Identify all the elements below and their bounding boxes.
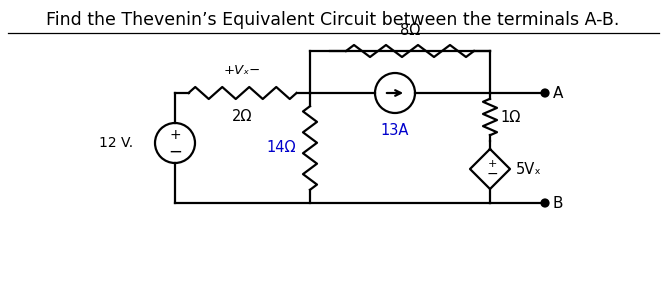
Text: +: +: [488, 159, 497, 169]
Text: 13A: 13A: [381, 123, 409, 138]
Text: 8Ω: 8Ω: [400, 23, 420, 38]
Text: +: +: [169, 128, 181, 142]
Text: 12 V.: 12 V.: [99, 136, 133, 150]
Text: Find the Thevenin’s Equivalent Circuit between the terminals A-B.: Find the Thevenin’s Equivalent Circuit b…: [46, 11, 620, 29]
Text: A: A: [553, 85, 564, 101]
Text: 14Ω: 14Ω: [267, 140, 296, 155]
Text: 2Ω: 2Ω: [232, 109, 253, 124]
Text: B: B: [553, 196, 564, 210]
Text: −: −: [486, 167, 498, 181]
Circle shape: [542, 200, 548, 207]
Text: 1Ω: 1Ω: [500, 110, 520, 124]
Text: +Vₓ−: +Vₓ−: [224, 64, 261, 77]
Text: −: −: [168, 143, 182, 161]
Text: 5Vₓ: 5Vₓ: [516, 162, 542, 176]
Circle shape: [542, 90, 548, 96]
